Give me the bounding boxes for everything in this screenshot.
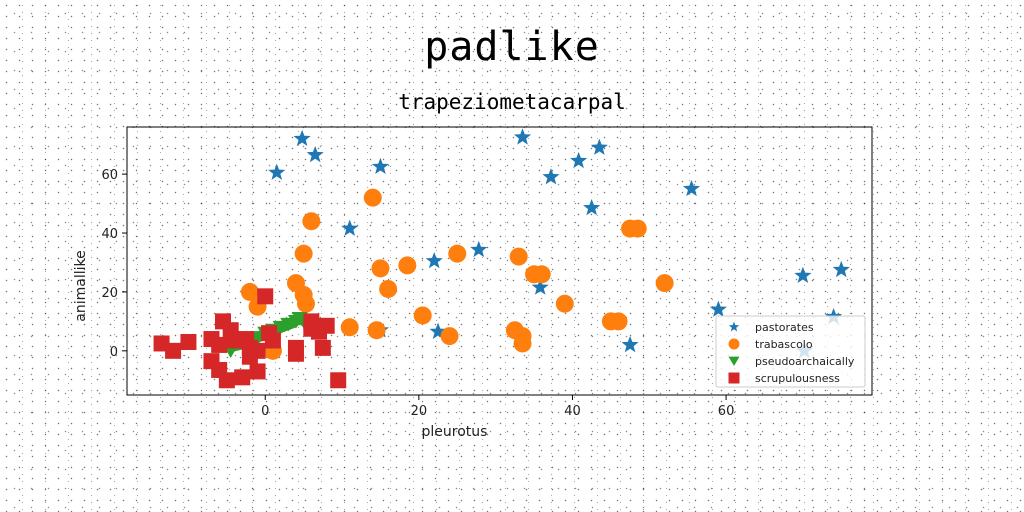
figure-suptitle: padlike — [424, 24, 600, 70]
point-pastorates — [371, 157, 390, 175]
point-trabascolo — [555, 294, 574, 313]
point-scrupulousness — [249, 363, 266, 380]
x-axis-label: pleurotus — [422, 424, 488, 440]
point-pastorates — [570, 151, 588, 169]
point-trabascolo — [302, 212, 321, 231]
point-trabascolo — [294, 244, 313, 263]
legend-marker-pastorates — [728, 321, 740, 332]
legend-marker-scrupulousness — [728, 372, 740, 384]
point-pastorates — [832, 260, 850, 278]
point-scrupulousness — [249, 342, 266, 359]
point-trabascolo — [609, 312, 628, 331]
point-pastorates — [682, 179, 701, 197]
point-scrupulousness — [257, 288, 274, 305]
point-pastorates — [590, 138, 608, 155]
point-trabascolo — [440, 327, 459, 346]
chart-title: trapeziometacarpal — [398, 90, 626, 114]
point-pastorates — [293, 129, 311, 147]
point-scrupulousness — [318, 317, 335, 334]
y-tick-label: 60 — [101, 168, 118, 183]
point-trabascolo — [513, 334, 532, 353]
point-trabascolo — [655, 274, 674, 293]
point-trabascolo — [413, 306, 432, 325]
point-scrupulousness — [234, 369, 251, 386]
point-trabascolo — [371, 259, 390, 278]
point-trabascolo — [240, 282, 259, 301]
point-trabascolo — [367, 321, 386, 340]
point-pastorates — [794, 266, 812, 284]
point-scrupulousness — [330, 372, 347, 389]
point-scrupulousness — [165, 342, 182, 359]
point-pastorates — [513, 128, 532, 145]
point-trabascolo — [296, 294, 315, 313]
y-axis-label: animallike — [73, 250, 89, 321]
y-tick-label: 20 — [101, 286, 118, 301]
point-pastorates — [470, 240, 488, 258]
x-tick-label: 40 — [564, 404, 581, 419]
point-pastorates — [709, 300, 727, 317]
axis-ticks: 0 20 40 60 0 20 40 60 — [101, 168, 734, 419]
point-trabascolo — [532, 265, 551, 284]
legend-label: pseudoarchaically — [755, 355, 855, 368]
legend-label: trabascolo — [755, 338, 813, 351]
x-tick-label: 20 — [411, 404, 428, 419]
x-tick-label: 60 — [718, 404, 735, 419]
point-pastorates — [531, 278, 549, 295]
point-pastorates — [306, 145, 324, 163]
y-tick-label: 40 — [101, 227, 118, 242]
point-pastorates — [429, 322, 447, 339]
point-pastorates — [341, 219, 359, 236]
point-trabascolo — [398, 256, 417, 275]
point-scrupulousness — [211, 336, 228, 353]
point-trabascolo — [363, 188, 382, 207]
point-scrupulousness — [180, 333, 197, 350]
point-pastorates — [542, 168, 560, 185]
legend-label: pastorates — [755, 321, 814, 334]
point-trabascolo — [448, 244, 467, 263]
legend: pastorates trabascolo pseudoarchaically scr… — [715, 315, 866, 388]
point-scrupulousness — [287, 339, 304, 356]
point-scrupulousness — [218, 372, 235, 389]
point-pastorates — [621, 335, 639, 353]
y-tick-label: 0 — [110, 345, 118, 360]
point-pastorates — [268, 163, 286, 180]
point-trabascolo — [340, 318, 359, 337]
x-tick-label: 0 — [261, 404, 269, 419]
legend-marker-trabascolo — [728, 338, 740, 350]
plot-frame — [126, 126, 873, 396]
legend-box — [715, 315, 866, 388]
legend-marker-pseudoarchaically — [728, 356, 740, 366]
point-pastorates — [425, 252, 443, 269]
point-trabascolo — [628, 219, 647, 238]
point-trabascolo — [379, 279, 398, 298]
point-pastorates — [583, 198, 601, 216]
legend-label: scrupulousness — [755, 372, 840, 385]
point-trabascolo — [509, 247, 528, 266]
point-scrupulousness — [264, 332, 281, 349]
point-scrupulousness — [314, 339, 331, 356]
